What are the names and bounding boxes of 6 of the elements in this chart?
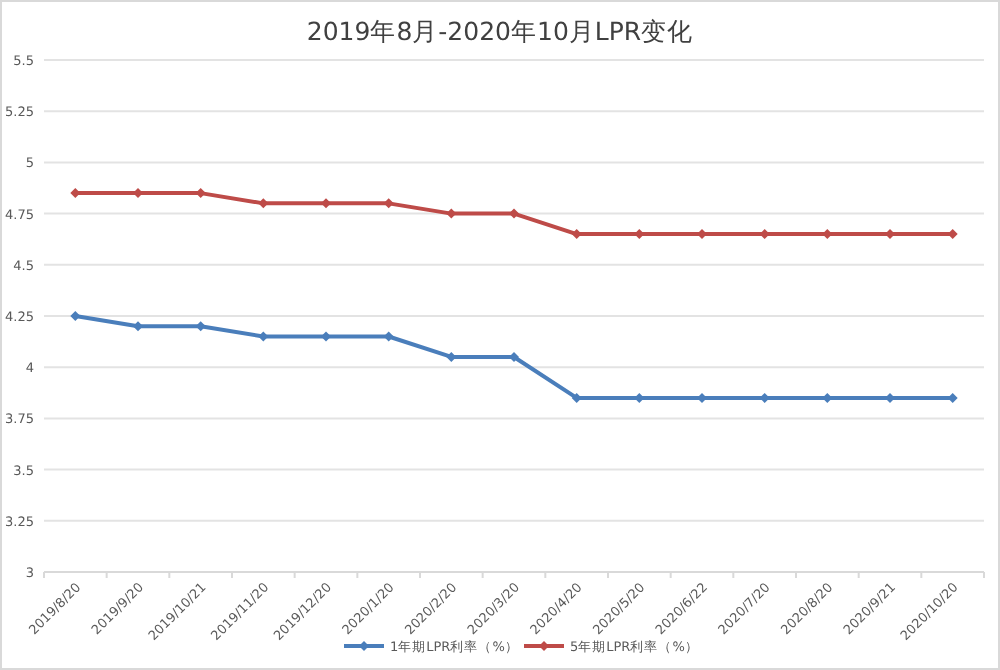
point bbox=[133, 321, 143, 332]
point bbox=[321, 331, 331, 342]
point bbox=[70, 311, 81, 321]
point bbox=[321, 198, 331, 209]
chart-title: 2019年8月-2020年10月LPR变化 bbox=[306, 16, 694, 46]
point bbox=[509, 208, 519, 219]
